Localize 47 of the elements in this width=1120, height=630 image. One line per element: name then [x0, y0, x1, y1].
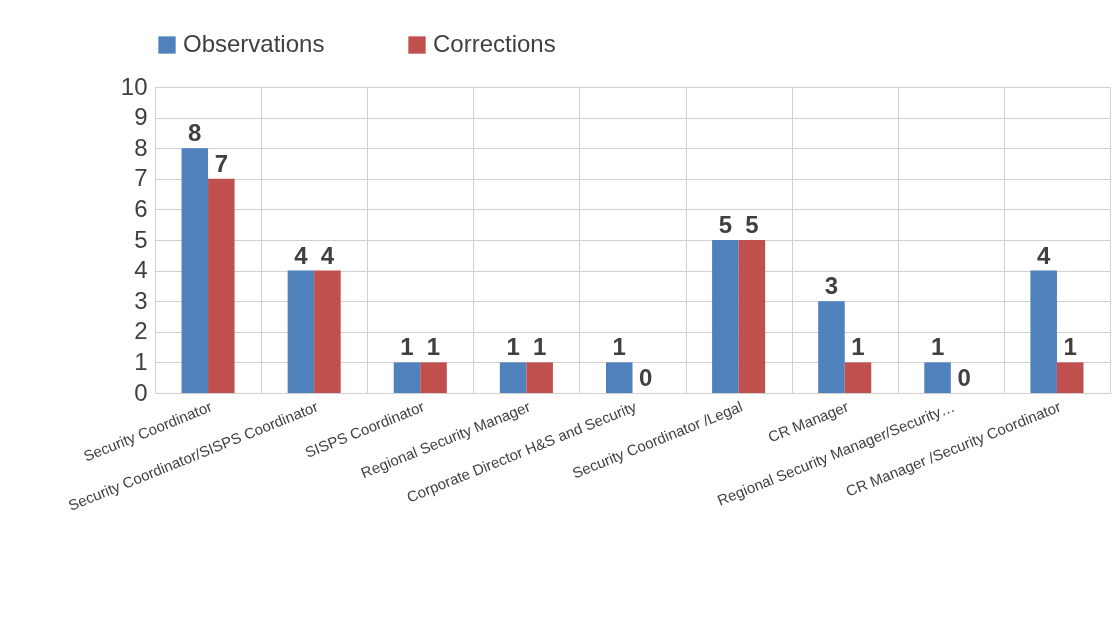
y-tick-label: 5 — [134, 225, 148, 253]
data-label: 0 — [957, 364, 971, 391]
bar — [1030, 270, 1057, 393]
y-tick-label: 8 — [134, 133, 148, 161]
data-label: 1 — [532, 333, 547, 361]
bar — [605, 362, 633, 393]
data-label: 4 — [1037, 241, 1051, 269]
y-tick-label: 1 — [134, 347, 148, 375]
data-label: 1 — [612, 333, 626, 361]
data-label: 3 — [824, 272, 839, 300]
y-tick-label: 10 — [120, 72, 148, 100]
bar — [1056, 362, 1084, 393]
data-label: 1 — [400, 333, 414, 361]
bar — [181, 148, 209, 393]
bar — [420, 362, 447, 393]
data-label: 1 — [426, 333, 441, 361]
data-label: 1 — [930, 333, 945, 361]
data-label: 5 — [718, 211, 733, 238]
bar — [499, 362, 527, 393]
data-label: 4 — [294, 241, 309, 269]
y-tick-label: 7 — [134, 164, 148, 192]
data-label: 1 — [1063, 333, 1077, 361]
bar — [924, 362, 951, 393]
data-label: 8 — [188, 119, 202, 147]
bar — [287, 270, 315, 393]
bar — [712, 240, 739, 393]
y-tick-label: 9 — [134, 103, 148, 131]
legend-label: Corrections — [433, 30, 556, 57]
bar — [208, 178, 235, 393]
bar — [526, 362, 553, 393]
bar — [738, 240, 766, 393]
data-label: 4 — [320, 241, 335, 269]
data-label: 1 — [506, 333, 520, 361]
y-tick-label: 4 — [134, 256, 148, 284]
y-tick-label: 3 — [134, 286, 148, 314]
bar — [818, 301, 845, 393]
bar — [393, 362, 421, 393]
data-label: 7 — [214, 149, 228, 177]
bar — [314, 270, 341, 393]
y-tick-label: 2 — [134, 317, 148, 345]
data-label: 0 — [639, 364, 653, 391]
data-label: 1 — [851, 333, 865, 361]
legend-label: Observations — [183, 30, 325, 57]
data-label: 5 — [745, 211, 759, 238]
y-tick-label: 0 — [134, 378, 148, 406]
y-tick-label: 6 — [134, 194, 148, 222]
bar — [844, 362, 872, 393]
